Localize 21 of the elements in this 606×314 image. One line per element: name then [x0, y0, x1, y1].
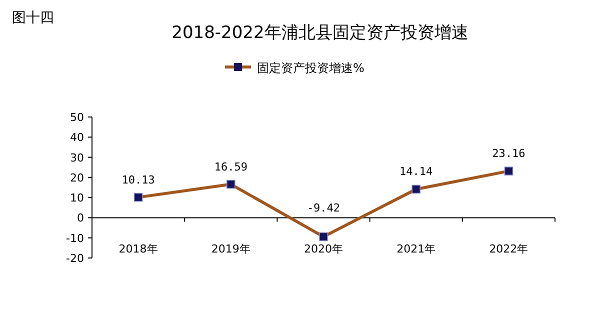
xtick: 2018年 [118, 242, 158, 256]
annotation: 图十四 [12, 10, 54, 26]
ytick: 10 [70, 192, 84, 205]
ytick: 30 [70, 151, 84, 164]
ytick: 0 [77, 212, 84, 225]
data-label: 16.59 [214, 160, 248, 174]
ytick: -20 [66, 252, 84, 265]
data-label: 23.16 [492, 147, 526, 160]
ytick: 50 [70, 111, 84, 124]
data-label: -9.42 [306, 202, 340, 215]
ytick: 20 [70, 171, 84, 184]
title: 2018-2022年浦北县固定资产投资增速 [172, 23, 468, 43]
data-label: 10.13 [122, 173, 155, 186]
ytick: 40 [70, 131, 84, 144]
ytick: -10 [66, 232, 84, 245]
legend-label: 固定资产投资增速% [257, 61, 364, 75]
xtick: 2022年 [489, 242, 528, 256]
data-label: 14.14 [400, 165, 433, 178]
xtick: 2020年 [304, 242, 343, 256]
xtick: 2021年 [396, 242, 436, 256]
xtick: 2019年 [211, 242, 250, 256]
